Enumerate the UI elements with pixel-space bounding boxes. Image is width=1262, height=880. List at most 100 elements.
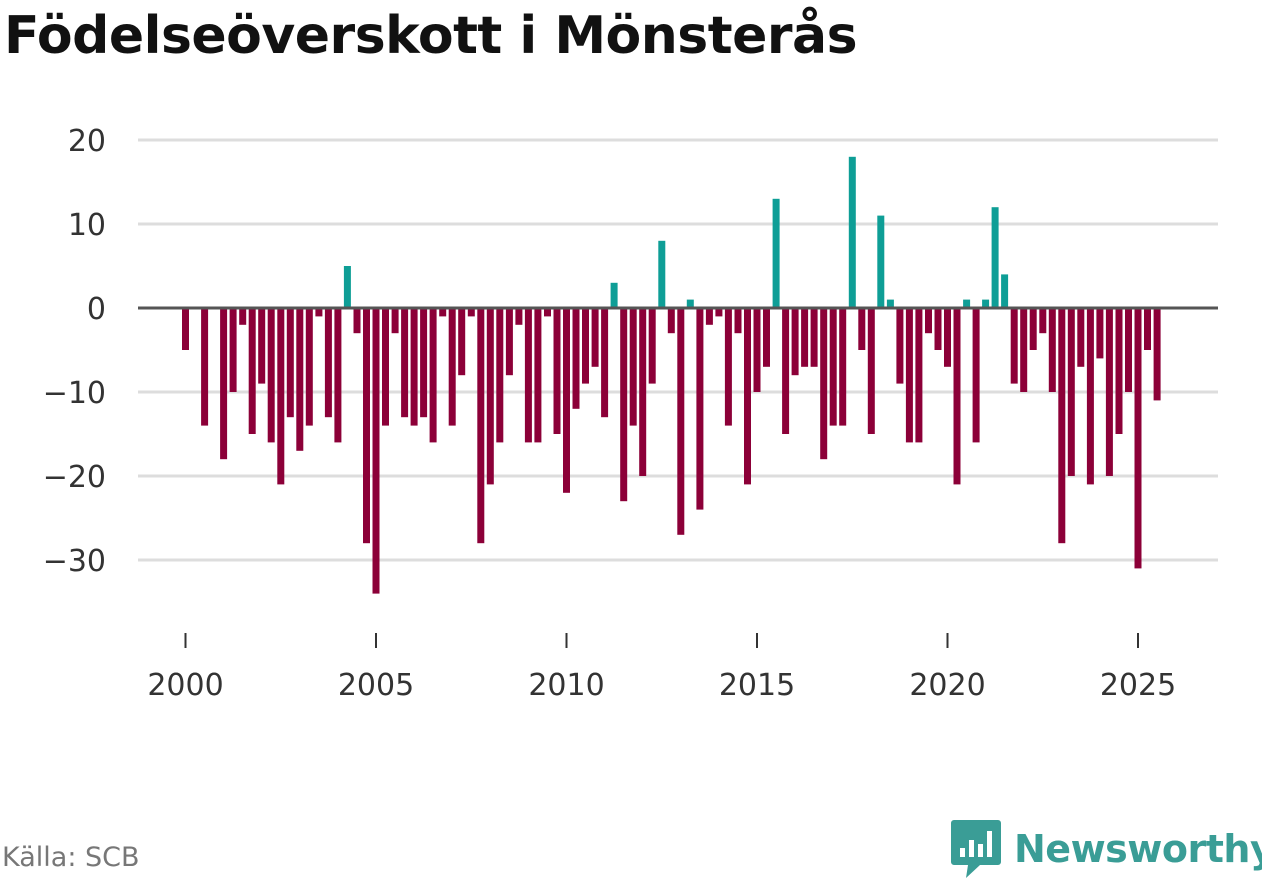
bar	[753, 308, 761, 392]
bar	[258, 308, 266, 384]
bar	[744, 308, 751, 485]
x-tick-label: 2005	[338, 668, 414, 703]
bar	[972, 308, 980, 443]
bar	[639, 308, 647, 476]
bar	[705, 308, 713, 325]
bar	[791, 308, 799, 376]
bar	[353, 308, 361, 334]
bar	[1115, 308, 1123, 434]
bar	[782, 308, 790, 434]
bar	[324, 308, 332, 418]
bar	[544, 308, 551, 317]
bar	[201, 308, 209, 426]
x-tick-label: 2025	[1100, 668, 1176, 703]
brand-logo[interactable]: Newsworthy	[950, 818, 1262, 880]
newsworthy-chart-icon	[951, 820, 1001, 878]
bar	[944, 308, 951, 367]
y-tick-label: 0	[87, 292, 106, 327]
bars	[182, 156, 1161, 594]
bar	[667, 308, 675, 334]
bar	[267, 308, 275, 443]
y-tick-label: −20	[43, 460, 106, 495]
bar	[1144, 308, 1151, 350]
bar	[553, 308, 561, 434]
y-tick-label: −10	[43, 376, 106, 411]
bar	[448, 308, 456, 426]
bar	[401, 308, 409, 418]
bar	[724, 308, 732, 426]
bar	[848, 156, 856, 308]
x-tick-label: 2015	[719, 668, 795, 703]
bar	[820, 308, 828, 460]
bar	[829, 308, 837, 426]
bar	[1010, 308, 1018, 384]
bar	[648, 308, 656, 384]
bar	[582, 308, 589, 384]
bar	[1020, 308, 1028, 392]
bar	[458, 308, 466, 376]
bar	[610, 282, 618, 308]
bar	[963, 299, 971, 308]
bar	[772, 198, 780, 308]
bar	[925, 308, 932, 334]
y-tick-label: 20	[68, 124, 106, 159]
bar	[410, 308, 418, 426]
bar	[296, 308, 304, 451]
bar	[486, 308, 494, 485]
bar	[877, 215, 885, 308]
bar	[658, 240, 666, 308]
bar	[839, 308, 847, 426]
bar	[953, 308, 961, 485]
x-axis: 2000 2005 2010 2015 2020 2025	[147, 633, 1176, 703]
bar	[563, 308, 570, 493]
bar	[305, 308, 313, 426]
bar	[524, 308, 532, 443]
bar	[229, 308, 237, 392]
bar	[934, 308, 942, 350]
bar	[858, 308, 866, 350]
x-tick-label: 2010	[528, 668, 604, 703]
bar	[696, 308, 704, 510]
bar	[896, 308, 904, 384]
bar	[343, 266, 351, 308]
bar	[505, 308, 513, 376]
bar	[239, 308, 247, 325]
bar	[1096, 308, 1104, 359]
bar	[1039, 308, 1047, 334]
bar	[1048, 308, 1056, 392]
x-tick-label: 2020	[909, 668, 985, 703]
bar	[315, 308, 323, 317]
bar	[867, 308, 875, 434]
source-label: Källa: SCB	[2, 842, 140, 873]
bar	[382, 308, 389, 426]
bar	[1153, 308, 1161, 401]
bar	[982, 299, 990, 308]
bar	[220, 308, 228, 460]
y-axis: 20 10 0 −10 −20 −30	[43, 124, 106, 579]
bar	[248, 308, 256, 434]
bar	[591, 308, 599, 367]
bar	[629, 308, 637, 426]
x-tick-label: 2000	[147, 668, 223, 703]
bar	[1134, 308, 1142, 569]
bar	[372, 308, 380, 594]
bar	[477, 308, 485, 544]
brand-name: Newsworthy	[1014, 827, 1262, 871]
bar	[905, 308, 913, 443]
bar	[420, 308, 428, 418]
bar	[334, 308, 342, 443]
bar	[1029, 308, 1037, 350]
bar	[286, 308, 294, 418]
bar	[620, 308, 628, 502]
bar	[734, 308, 742, 334]
bar	[810, 308, 818, 367]
bar	[496, 308, 504, 443]
bar	[572, 308, 580, 409]
bar	[1077, 308, 1085, 367]
bar	[1125, 308, 1132, 392]
bar	[1067, 308, 1075, 476]
y-tick-label: −30	[43, 544, 106, 579]
y-tick-label: 10	[68, 208, 106, 243]
bar	[363, 308, 370, 544]
